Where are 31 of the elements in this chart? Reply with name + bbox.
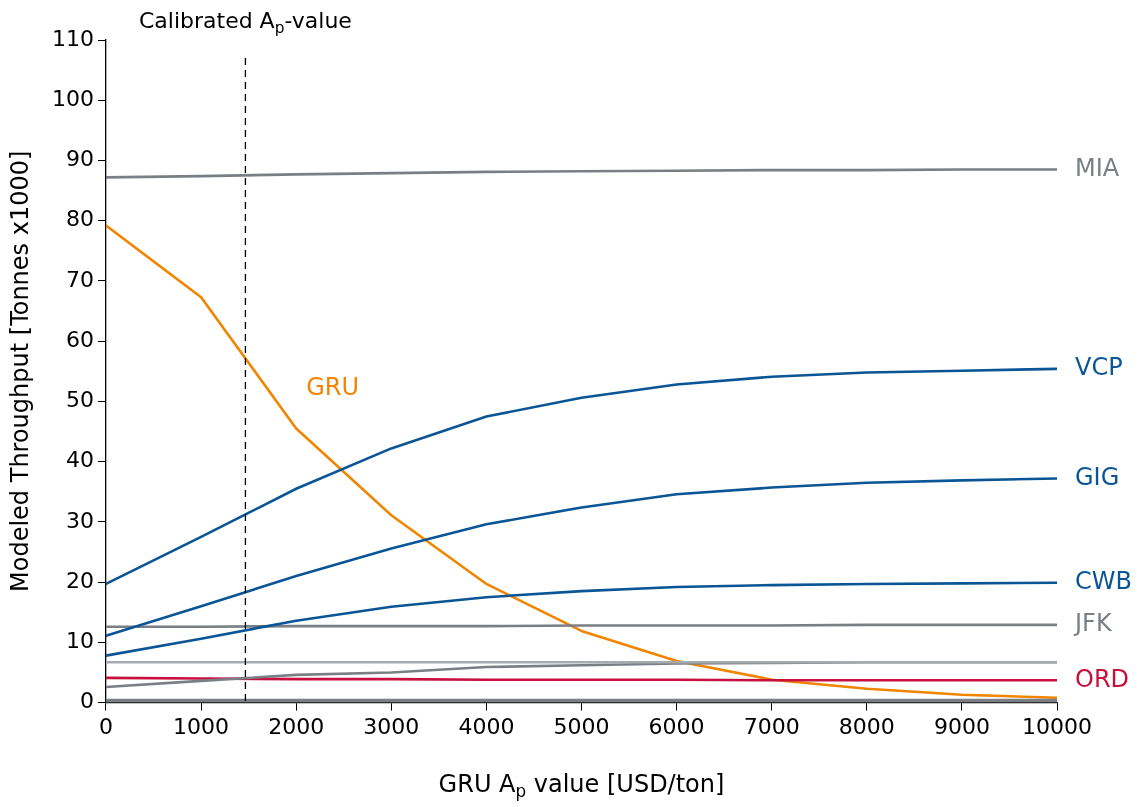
series-label: GRU	[306, 372, 360, 401]
series-label: GIG	[1075, 462, 1120, 491]
y-tick-label: 90	[65, 146, 94, 172]
x-tick-label: 6000	[648, 713, 705, 739]
series-label: JFK	[1073, 609, 1113, 638]
x-tick-label: 8000	[838, 713, 895, 739]
y-tick-label: 70	[65, 266, 94, 292]
y-axis-title: Modeled Throughput [Tonnes x1000]	[6, 150, 35, 592]
series-label: CWB	[1075, 566, 1132, 595]
x-tick-label: 3000	[363, 713, 420, 739]
x-tick-label: 5000	[553, 713, 610, 739]
y-tick-label: 100	[51, 85, 94, 111]
x-tick-label: 4000	[458, 713, 515, 739]
x-tick-label: 7000	[743, 713, 800, 739]
y-tick-label: 30	[65, 507, 94, 533]
x-tick-label: 2000	[268, 713, 325, 739]
x-tick-label: 0	[98, 713, 113, 739]
series-label: ORD	[1075, 664, 1130, 693]
y-tick-label: 10	[65, 628, 94, 654]
series-label: VCP	[1075, 353, 1123, 382]
y-tick-label: 110	[51, 25, 94, 51]
series-label: MIA	[1075, 153, 1120, 182]
y-tick-label: 80	[65, 206, 94, 232]
x-tick-label: 10000	[1022, 713, 1092, 739]
y-tick-label: 60	[65, 326, 94, 352]
y-tick-label: 0	[79, 688, 94, 714]
y-tick-label: 50	[65, 387, 94, 413]
y-tick-label: 40	[65, 447, 94, 473]
y-tick-label: 20	[65, 567, 94, 593]
x-tick-label: 1000	[173, 713, 230, 739]
x-tick-label: 9000	[933, 713, 990, 739]
